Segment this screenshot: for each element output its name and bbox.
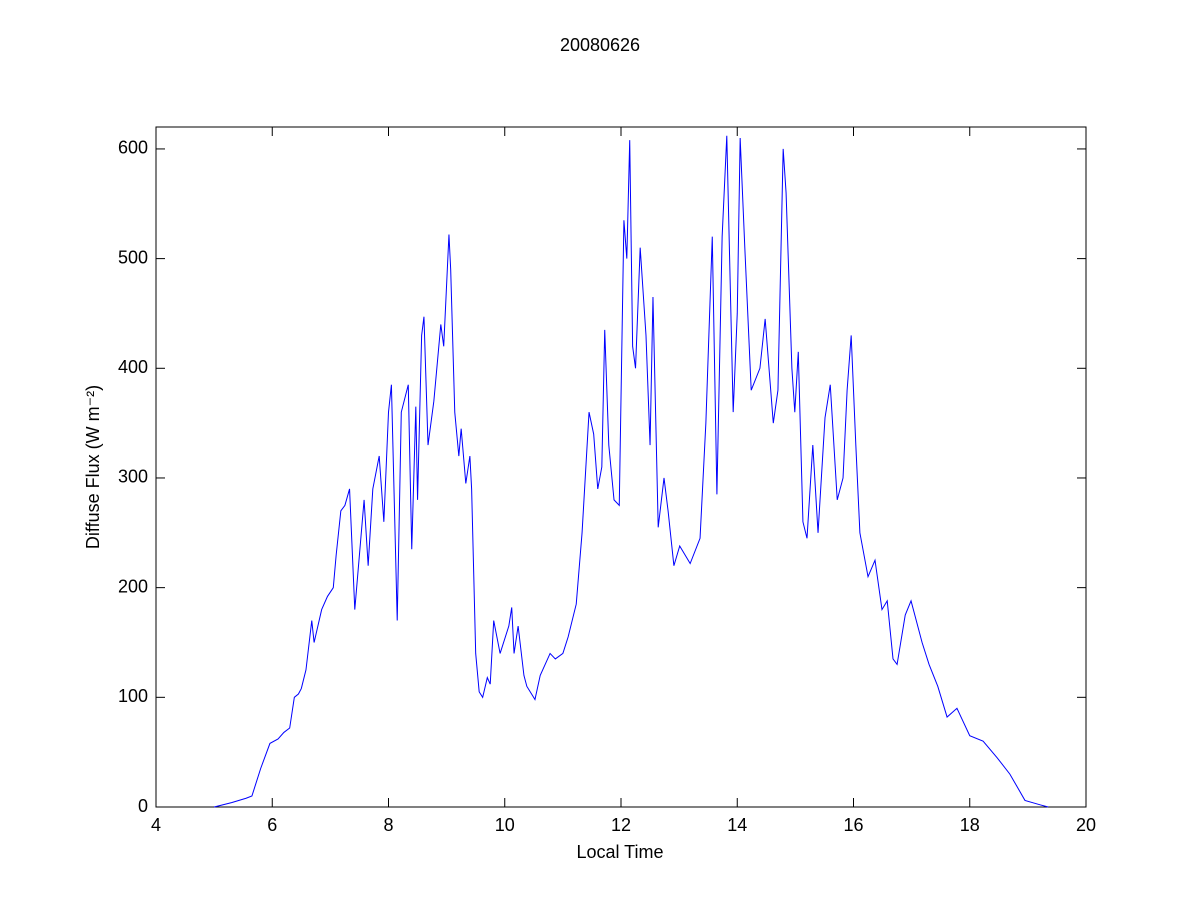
chart-title: 20080626 bbox=[560, 35, 640, 55]
y-tick-label: 400 bbox=[118, 357, 148, 377]
y-tick-label: 600 bbox=[118, 138, 148, 158]
x-tick-label: 16 bbox=[843, 815, 863, 835]
data-line bbox=[214, 135, 1049, 808]
x-tick-label: 10 bbox=[495, 815, 515, 835]
x-tick-label: 12 bbox=[611, 815, 631, 835]
x-tick-label: 4 bbox=[151, 815, 161, 835]
y-tick-label: 100 bbox=[118, 686, 148, 706]
y-tick-label: 300 bbox=[118, 467, 148, 487]
y-tick-label: 200 bbox=[118, 576, 148, 596]
x-tick-label: 8 bbox=[383, 815, 393, 835]
x-tick-label: 20 bbox=[1076, 815, 1096, 835]
x-tick-label: 6 bbox=[267, 815, 277, 835]
y-tick-label: 500 bbox=[118, 247, 148, 267]
y-axis-label: Diffuse Flux (W m⁻²) bbox=[83, 385, 103, 549]
x-tick-label: 14 bbox=[727, 815, 747, 835]
x-axis-label: Local Time bbox=[576, 842, 663, 862]
y-tick-label: 0 bbox=[138, 796, 148, 816]
x-tick-label: 18 bbox=[960, 815, 980, 835]
